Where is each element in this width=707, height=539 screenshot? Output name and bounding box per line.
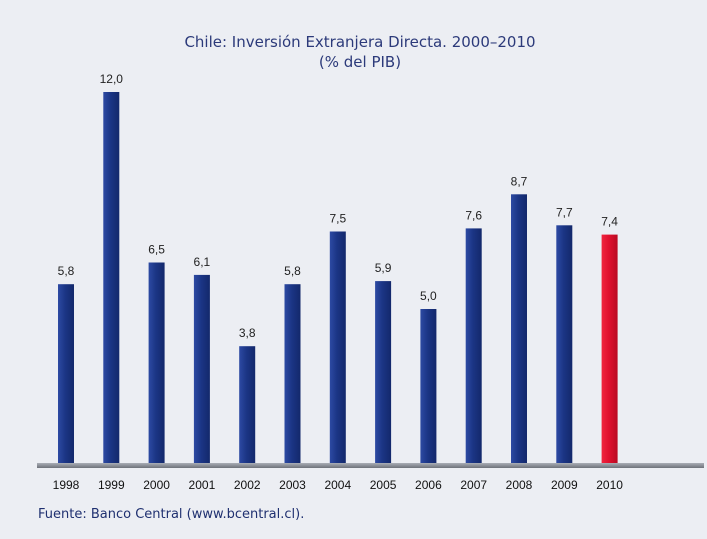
bar-2006 xyxy=(420,309,437,464)
x-tick-2006: 2006 xyxy=(415,478,442,492)
x-tick-2004: 2004 xyxy=(324,478,351,492)
x-tick-2002: 2002 xyxy=(234,478,261,492)
x-tick-1998: 1998 xyxy=(53,478,80,492)
source-note: Fuente: Banco Central (www.bcentral.cl). xyxy=(38,507,304,522)
x-tick-2000: 2000 xyxy=(143,478,170,492)
x-tick-2009: 2009 xyxy=(551,478,578,492)
x-tick-2001: 2001 xyxy=(189,478,216,492)
chart-subtitle: (% del PIB) xyxy=(319,53,401,71)
value-label-2000: 6,5 xyxy=(148,243,165,257)
x-tick-labels-group: 1998 1999 2000 2001 2002 2003 2004 2005 2006 2007… xyxy=(53,478,624,492)
value-label-2006: 5,0 xyxy=(420,289,437,303)
x-tick-1999: 1999 xyxy=(98,478,125,492)
chart-title: Chile: Inversión Extranjera Directa. 200… xyxy=(184,33,535,51)
bar-2007 xyxy=(465,228,482,464)
value-label-2001: 6,1 xyxy=(194,255,211,269)
x-tick-2007: 2007 xyxy=(460,478,487,492)
value-label-2007: 7,6 xyxy=(465,208,482,222)
x-tick-2003: 2003 xyxy=(279,478,306,492)
value-label-2008: 8,7 xyxy=(511,174,528,188)
bar-2001 xyxy=(193,274,210,464)
x-tick-2005: 2005 xyxy=(370,478,397,492)
x-tick-2010: 2010 xyxy=(596,478,623,492)
bar-2004 xyxy=(329,231,346,464)
bars-group xyxy=(58,92,618,465)
value-label-2002: 3,8 xyxy=(239,326,256,340)
value-label-2005: 5,9 xyxy=(375,261,392,275)
value-label-1998: 5,8 xyxy=(58,264,75,278)
x-tick-2008: 2008 xyxy=(506,478,533,492)
value-label-1999: 12,0 xyxy=(100,72,124,86)
bar-1999 xyxy=(103,92,120,464)
x-axis-line xyxy=(37,463,704,468)
value-labels-group: 5,8 12,0 6,5 6,1 3,8 5,8 7,5 5,9 5,0 7,6 8,7 7,7 7,4 xyxy=(58,72,619,340)
bar-2008 xyxy=(511,194,527,465)
bar-2000 xyxy=(148,262,165,464)
value-label-2004: 7,5 xyxy=(329,212,346,226)
value-label-2010: 7,4 xyxy=(601,215,618,229)
bar-2009 xyxy=(556,225,573,464)
value-label-2009: 7,7 xyxy=(556,205,573,219)
bar-2005 xyxy=(375,281,392,464)
bar-1998 xyxy=(58,284,74,464)
bar-2010 xyxy=(601,234,618,464)
value-label-2003: 5,8 xyxy=(284,264,301,278)
bar-2003 xyxy=(284,284,301,464)
bar-2002 xyxy=(239,346,256,464)
